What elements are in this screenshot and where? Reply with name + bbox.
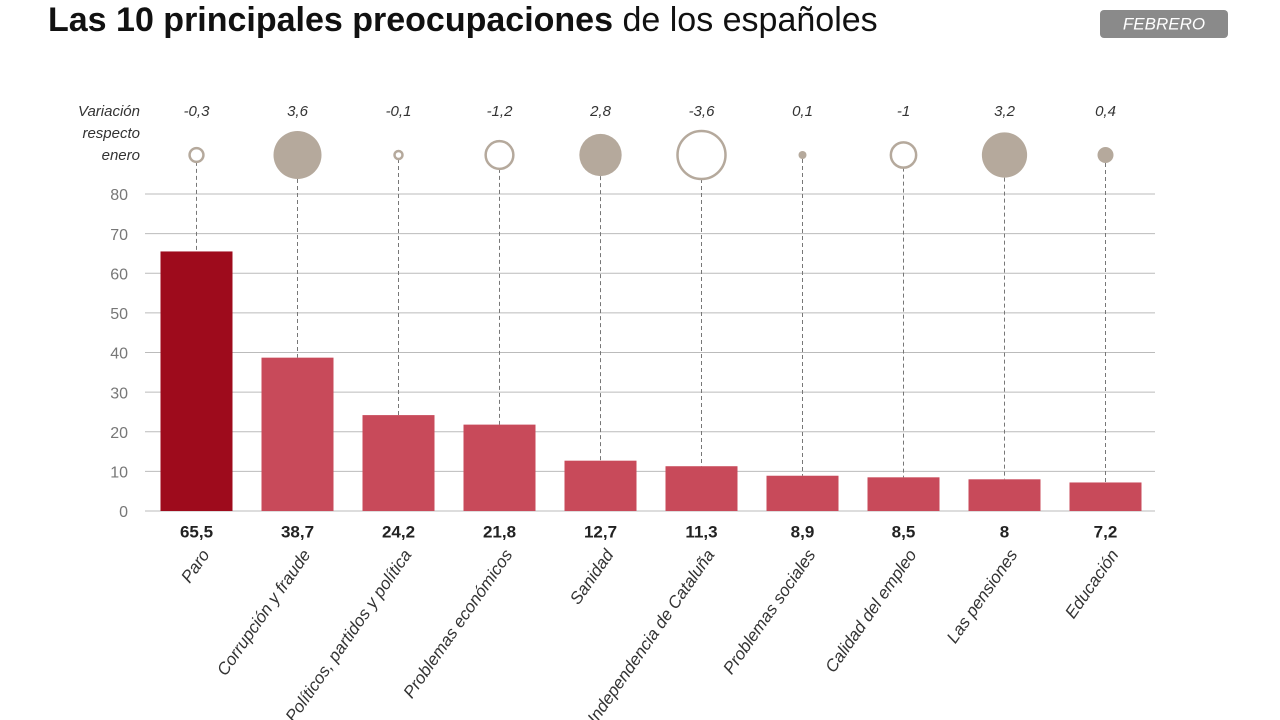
- variation-circle: [676, 129, 727, 181]
- variation-label: respecto: [82, 125, 140, 142]
- variation-value: 0,1: [792, 103, 813, 120]
- bar: [1069, 482, 1142, 511]
- variation-label: Variación: [78, 103, 140, 120]
- value-label: 8,9: [791, 522, 815, 541]
- variation-circle: [484, 139, 515, 171]
- y-tick-label: 40: [110, 346, 128, 363]
- y-tick-label: 60: [110, 266, 128, 283]
- variation-label: enero: [102, 147, 140, 164]
- variation-circle: [579, 133, 622, 177]
- value-label: 65,5: [180, 522, 213, 541]
- variation-value: 3,2: [994, 103, 1016, 120]
- bar: [463, 424, 536, 511]
- title-rest: de los españoles: [622, 1, 877, 39]
- badge-text: FEBRERO: [1123, 14, 1205, 33]
- bar: [160, 251, 233, 512]
- variation-circle: [188, 146, 205, 164]
- value-label: 8,5: [892, 522, 916, 541]
- chart-title: Las 10 principales preocupaciones de los…: [48, 1, 878, 39]
- bar: [261, 357, 334, 511]
- variation-value: 0,4: [1095, 103, 1116, 120]
- bar: [564, 460, 637, 511]
- variation-circle: [889, 141, 918, 169]
- variation-circle: [393, 149, 404, 161]
- title-bold: Las 10 principales preocupaciones: [48, 1, 613, 39]
- bar: [766, 475, 839, 511]
- value-label: 12,7: [584, 522, 617, 541]
- value-label: 11,3: [685, 522, 717, 541]
- bar: [968, 479, 1041, 511]
- value-label: 21,8: [483, 522, 516, 541]
- variation-circle: [798, 151, 807, 159]
- variation-value: -3,6: [689, 103, 716, 120]
- variation-value: -0,1: [386, 103, 412, 120]
- value-label: 7,2: [1094, 522, 1118, 541]
- bar: [362, 415, 435, 511]
- y-tick-label: 30: [110, 385, 128, 402]
- variation-circle: [273, 131, 322, 179]
- value-label: 8: [1000, 522, 1009, 541]
- y-tick-label: 80: [110, 187, 128, 204]
- variation-circle: [1097, 147, 1114, 163]
- y-tick-label: 10: [110, 465, 128, 482]
- value-label: 24,2: [382, 522, 415, 541]
- variation-value: 2,8: [589, 103, 612, 120]
- y-tick-label: 0: [119, 504, 128, 521]
- variation-circle: [981, 132, 1028, 178]
- variation-value: -1,2: [487, 103, 514, 120]
- bar: [665, 466, 738, 511]
- variation-value: -0,3: [184, 103, 211, 120]
- bar: [867, 477, 940, 511]
- value-label: 38,7: [281, 522, 314, 541]
- y-tick-label: 20: [110, 425, 128, 442]
- y-tick-label: 50: [110, 306, 128, 323]
- badge: [1100, 10, 1228, 38]
- y-tick-label: 70: [110, 227, 128, 244]
- variation-value: 3,6: [287, 103, 309, 120]
- variation-value: -1: [897, 103, 910, 120]
